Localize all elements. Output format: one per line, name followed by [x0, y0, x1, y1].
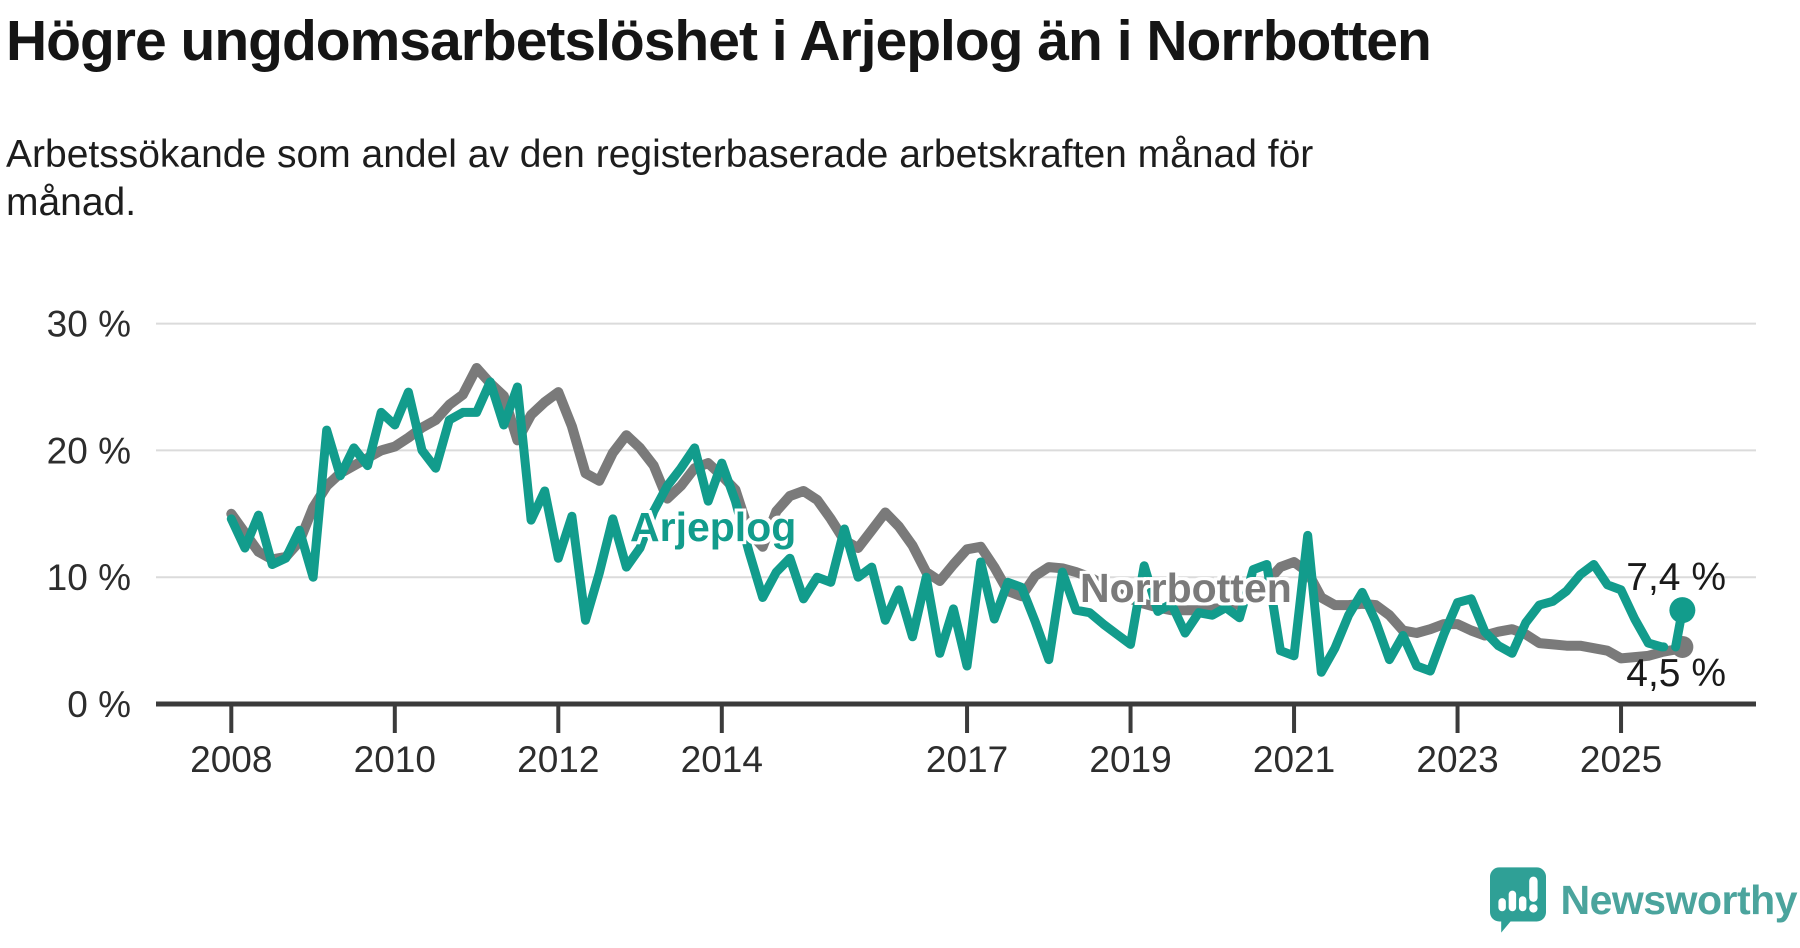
- x-axis-label-2008: 2008: [190, 739, 272, 780]
- y-axis-label-0: 0 %: [67, 684, 131, 725]
- x-axis-label-2012: 2012: [517, 739, 599, 780]
- series-line-arjeplog: [226, 377, 1653, 677]
- x-axis-label-2019: 2019: [1089, 739, 1171, 780]
- series-end-dot-arjeplog: [1669, 597, 1696, 624]
- y-axis-label-30: 30 %: [47, 304, 131, 345]
- series-label-arjeplog: Arjeplog: [630, 504, 797, 550]
- x-axis-label-2021: 2021: [1253, 739, 1335, 780]
- logo-bar-tall: [1508, 890, 1516, 912]
- series-label-norrbotten: Norrbotten: [1080, 565, 1292, 611]
- logo-exclamation-bar: [1528, 876, 1538, 902]
- x-axis-label-2025: 2025: [1580, 739, 1662, 780]
- logo-bar-small: [1497, 898, 1506, 912]
- end-value-label-arjeplog: 7,4 %: [1626, 556, 1726, 599]
- x-axis-label-2010: 2010: [354, 739, 436, 780]
- y-axis-label-20: 20 %: [47, 430, 131, 471]
- page-title: Högre ungdomsarbetslöshet i Arjeplog än …: [6, 9, 1432, 73]
- logo-exclamation-dot: [1528, 904, 1538, 913]
- y-axis-label-10: 10 %: [47, 557, 131, 598]
- end-value-label-norrbotten: 4,5 %: [1626, 652, 1726, 695]
- x-axis-label-2023: 2023: [1416, 739, 1498, 780]
- newsworthy-brand: Newsworthy: [1489, 867, 1798, 933]
- logo-bar-medium: [1518, 896, 1526, 912]
- newsworthy-brand-text: Newsworthy: [1560, 876, 1798, 923]
- x-axis-label-2014: 2014: [681, 739, 763, 780]
- subtitle-line-1: Arbetssökande som andel av den registerb…: [6, 133, 1314, 176]
- newsworthy-logo-icon: [1489, 867, 1546, 933]
- subtitle-line-2: månad.: [6, 181, 137, 224]
- page-subtitle: Arbetssökande som andel av den registerb…: [6, 131, 1506, 227]
- logo-bubble-shape: [1489, 867, 1546, 933]
- series-line-arjeplog-dashed: [1643, 638, 1681, 652]
- x-axis-label-2017: 2017: [926, 739, 1008, 780]
